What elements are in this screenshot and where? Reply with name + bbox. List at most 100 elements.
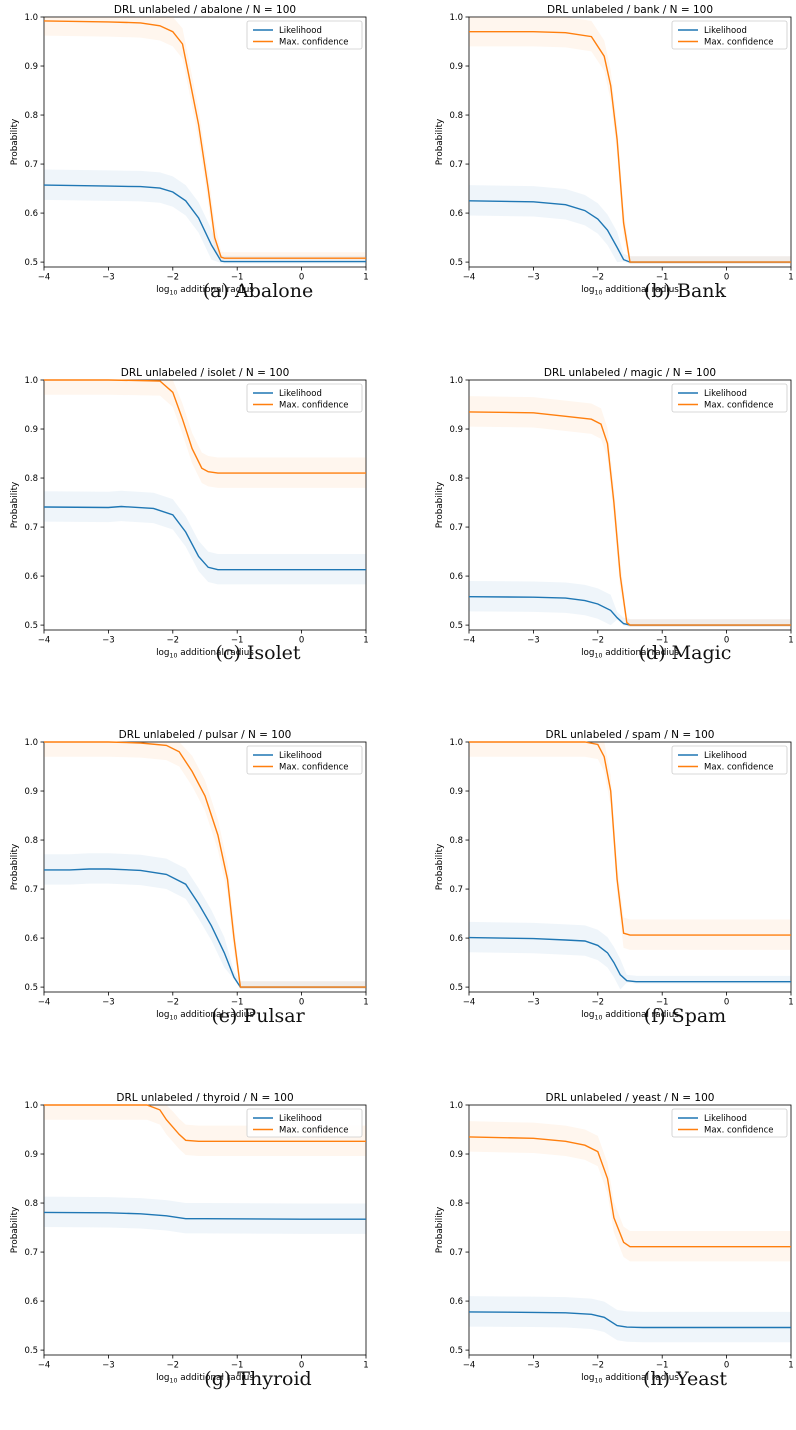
x-tick-label: −2: [592, 636, 605, 646]
x-tick-label: −3: [102, 636, 115, 646]
legend-box: [671, 1108, 788, 1138]
panel-caption: (a) Abalone: [202, 280, 314, 302]
legend-label-likelihood: Likelihood: [279, 1114, 322, 1124]
series-band-confidence: [469, 17, 791, 265]
y-tick-label: 0.6: [449, 934, 463, 944]
x-tick-label: −4: [463, 998, 476, 1008]
x-axis-label: log10 additional radius: [581, 285, 679, 297]
chart-title: DRL unlabeled / yeast / N = 100: [546, 1092, 715, 1104]
y-tick-label: 0.7: [24, 160, 38, 170]
y-tick-label: 0.9: [449, 425, 463, 435]
plot-frame: [43, 741, 367, 993]
y-tick-label: 0.9: [24, 62, 38, 72]
x-tick-label: 1: [788, 998, 793, 1008]
chart-title: DRL unlabeled / abalone / N = 100: [114, 4, 296, 16]
chart-panel-1: DRL unlabeled / abalone / N = 100 −4 −3 −2 −…: [10, 4, 369, 297]
series-line-max-confidence: [44, 741, 366, 988]
series-line-likelihood: [43, 505, 366, 571]
x-tick-label: −3: [102, 1361, 115, 1371]
y-axis-label: Probability: [435, 482, 445, 529]
series-band-confidence: [44, 380, 366, 488]
legend-label-max-confidence: Max. confidence: [279, 401, 349, 411]
x-tick-label: −4: [463, 273, 476, 283]
x-tick-label: −3: [527, 636, 540, 646]
series-line-max-confidence: [43, 20, 366, 259]
legend-box: [246, 745, 363, 775]
y-axis-label: Probability: [435, 1207, 445, 1254]
x-tick-label: 1: [788, 1361, 793, 1371]
y-tick-label: 1.0: [24, 13, 38, 23]
panel-caption: (d) Magic: [638, 642, 732, 664]
x-tick-label: −4: [38, 273, 51, 283]
series-band-likelihood: [44, 490, 366, 585]
y-tick-label: 0.9: [449, 62, 463, 72]
x-tick-label: 1: [363, 998, 368, 1008]
panel-caption: (f) Spam: [643, 1005, 727, 1027]
chart-panel-3: DRL unlabeled / isolet / N = 100 −4 −3 −2 −1…: [10, 367, 369, 660]
x-axis-label: log10 additional radius: [581, 1010, 679, 1022]
y-tick-label: 0.6: [449, 209, 463, 219]
series-band-confidence: [44, 1105, 366, 1156]
x-tick-label: −1: [231, 636, 244, 646]
legend-box: [671, 745, 788, 775]
y-tick-label: 0.9: [24, 425, 38, 435]
x-axis-label: log10 additional radius: [581, 648, 679, 660]
chart-panel-6: DRL unlabeled / spam / N = 100 −4 −3 −2 −1 0 1…: [435, 729, 794, 1022]
x-tick-label: −4: [38, 1361, 51, 1371]
y-tick-label: 0.9: [24, 1150, 38, 1160]
x-tick-label: −1: [656, 1361, 669, 1371]
y-tick-label: 0.7: [449, 885, 463, 895]
y-tick-label: 0.6: [24, 209, 38, 219]
y-tick-label: 1.0: [449, 13, 463, 23]
chart-panel-5: DRL unlabeled / pulsar / N = 100 −4 −3 −2 −1…: [10, 729, 369, 1022]
chart-panel-4: DRL unlabeled / magic / N = 100 −4 −3 −2 −1 0…: [435, 367, 794, 660]
x-tick-label: −2: [167, 1361, 180, 1371]
panel-caption: (c) Isolet: [215, 642, 301, 664]
x-tick-label: −3: [527, 998, 540, 1008]
series-line-max-confidence: [468, 411, 791, 626]
y-tick-label: 0.9: [449, 787, 463, 797]
series-band-likelihood: [469, 580, 791, 628]
plot-frame: [468, 741, 792, 993]
plot-frame: [468, 16, 792, 268]
x-tick-label: −2: [592, 1361, 605, 1371]
chart-title: DRL unlabeled / pulsar / N = 100: [119, 729, 292, 741]
y-axis-label: Probability: [435, 844, 445, 891]
legend-label-likelihood: Likelihood: [704, 1114, 747, 1124]
y-tick-label: 0.5: [449, 1346, 463, 1356]
y-tick-label: 1.0: [24, 376, 38, 386]
x-axis-label: log10 additional radius: [156, 1010, 254, 1022]
x-tick-label: −4: [463, 1361, 476, 1371]
x-tick-label: −1: [656, 636, 669, 646]
legend-label-likelihood: Likelihood: [704, 26, 747, 36]
y-tick-label: 1.0: [24, 738, 38, 748]
legend-label-max-confidence: Max. confidence: [704, 1126, 774, 1136]
x-tick-label: −2: [167, 273, 180, 283]
legend-label-likelihood: Likelihood: [279, 389, 322, 399]
x-tick-label: 1: [363, 636, 368, 646]
y-tick-label: 0.7: [449, 1248, 463, 1258]
chart-panel-2: DRL unlabeled / bank / N = 100 −4 −3 −2 −1 0 1…: [435, 4, 794, 297]
x-axis-label: log10 additional radius: [156, 1373, 254, 1385]
y-tick-label: 1.0: [24, 1101, 38, 1111]
y-tick-label: 0.8: [449, 1199, 463, 1209]
panel-caption: (h) Yeast: [643, 1368, 727, 1390]
series-line-max-confidence: [469, 31, 791, 263]
series-line-max-confidence: [44, 379, 366, 474]
y-tick-label: 0.8: [449, 836, 463, 846]
legend: Likelihood Max. confidence: [246, 1108, 363, 1138]
legend: Likelihood Max. confidence: [246, 20, 363, 50]
legend-label-likelihood: Likelihood: [704, 751, 747, 761]
y-tick-label: 0.5: [449, 983, 463, 993]
y-tick-label: 0.5: [24, 258, 38, 268]
legend-label-max-confidence: Max. confidence: [704, 38, 774, 48]
plot-frame: [468, 1104, 792, 1356]
x-tick-label: −1: [656, 998, 669, 1008]
x-tick-label: −4: [38, 636, 51, 646]
panel-caption: (g) Thyroid: [204, 1368, 312, 1390]
x-tick-label: 0: [724, 1361, 729, 1371]
chart-panel-7: DRL unlabeled / thyroid / N = 100 −4 −3 −2 −…: [10, 1092, 369, 1385]
series-line-likelihood: [468, 936, 791, 983]
legend-label-likelihood: Likelihood: [704, 389, 747, 399]
series-band-likelihood: [44, 853, 366, 990]
